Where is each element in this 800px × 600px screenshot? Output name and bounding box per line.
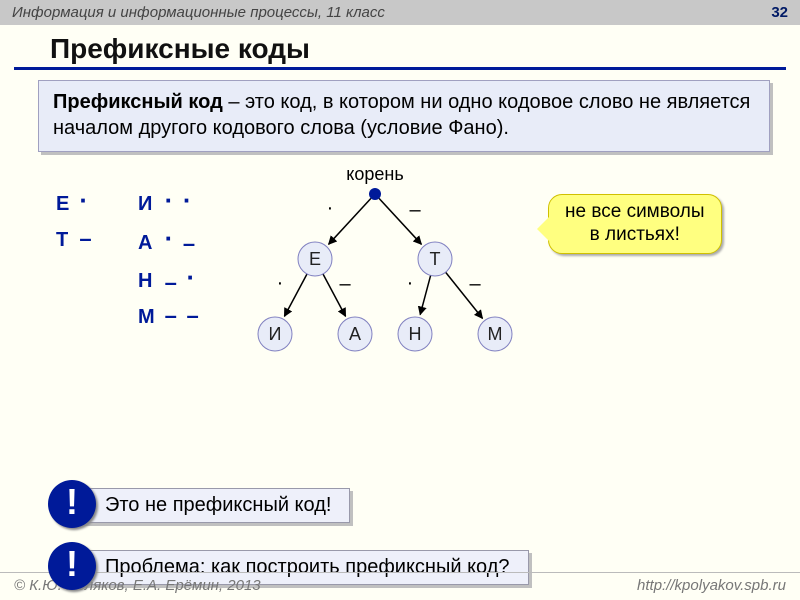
- code-sym: А: [138, 224, 163, 260]
- definition-box: Префиксный код – это код, в котором ни о…: [38, 80, 770, 152]
- code-val: – ·: [165, 263, 209, 299]
- svg-text:корень: корень: [346, 164, 403, 184]
- code-sym: Н: [138, 263, 163, 299]
- svg-text:Т: Т: [430, 249, 441, 269]
- code-val: ·: [79, 186, 101, 222]
- footer: © К.Ю. Поляков, Е.А. Ерёмин, 2013 http:/…: [0, 572, 800, 600]
- callout-bubble: не все символы в листьях!: [548, 194, 722, 254]
- exclamation-icon: !: [48, 480, 96, 528]
- svg-text:–: –: [469, 273, 481, 295]
- callout-line2: в листьях!: [590, 224, 680, 245]
- header-bar: Информация и информационные процессы, 11…: [0, 0, 800, 25]
- content-area: Е· Т– И· · А· – Н– · М– – корень·–·–·–ЕТ…: [0, 164, 800, 474]
- footer-url: http://kpolyakov.spb.ru: [637, 577, 786, 594]
- code-val: – –: [165, 301, 209, 332]
- code-sym: Е: [56, 186, 77, 222]
- code-sym: Т: [56, 224, 77, 255]
- code-val: · ·: [165, 186, 209, 222]
- callout-line1: не все символы: [565, 201, 705, 222]
- code-tree: корень·–·–·–ЕТИАНМ: [230, 164, 540, 364]
- svg-text:·: ·: [277, 272, 284, 294]
- exclamation-icon: !: [48, 542, 96, 590]
- svg-text:·: ·: [327, 197, 334, 219]
- course-title: Информация и информационные процессы, 11…: [12, 4, 385, 21]
- copyright: © К.Ю. Поляков, Е.А. Ерёмин, 2013: [14, 577, 261, 594]
- page-title: Префиксные коды: [14, 25, 786, 70]
- svg-text:Н: Н: [409, 324, 422, 344]
- note-text: Это не префиксный код!: [76, 488, 350, 523]
- code-val: · –: [165, 224, 209, 260]
- svg-text:–: –: [339, 273, 351, 295]
- svg-text:Е: Е: [309, 249, 321, 269]
- svg-text:А: А: [349, 324, 361, 344]
- code-sym: М: [138, 301, 163, 332]
- code-table-1: Е· Т–: [54, 184, 104, 257]
- page-number: 32: [771, 4, 788, 21]
- code-sym: И: [138, 186, 163, 222]
- svg-text:И: И: [269, 324, 282, 344]
- code-table-2: И· · А· – Н– · М– –: [136, 184, 211, 334]
- code-val: –: [79, 224, 101, 255]
- svg-text:–: –: [409, 199, 421, 221]
- definition-term: Префиксный код: [53, 91, 223, 113]
- svg-text:М: М: [488, 324, 503, 344]
- svg-text:·: ·: [407, 272, 414, 294]
- note-1: ! Это не префиксный код!: [48, 484, 800, 528]
